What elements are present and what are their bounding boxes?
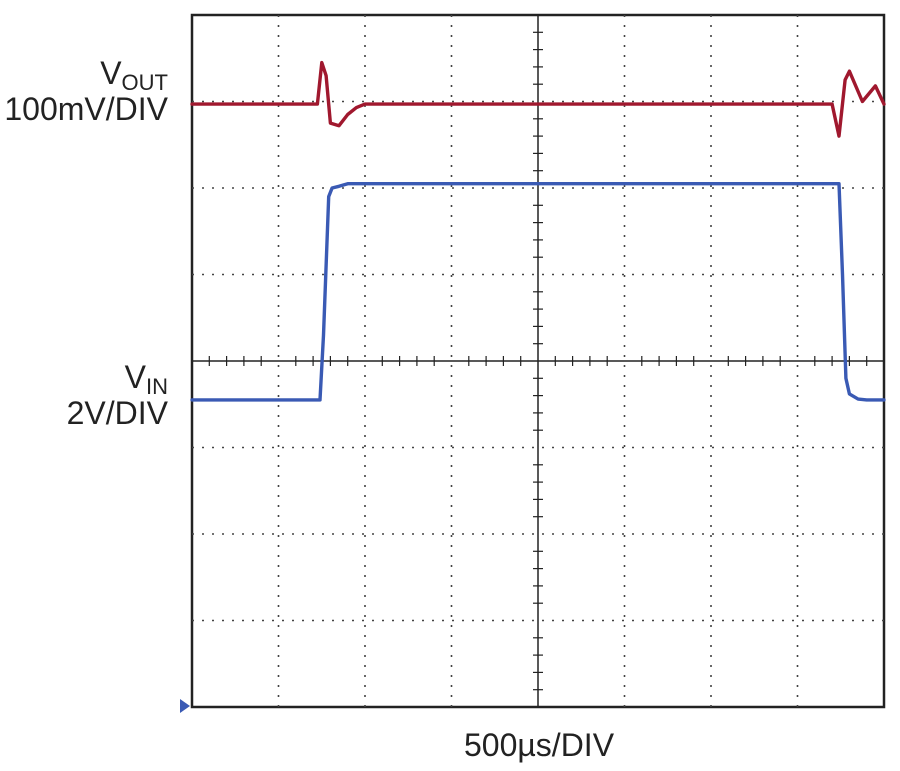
traces <box>190 60 886 402</box>
vout-label-sub: OUT <box>121 70 168 95</box>
vin-label: VIN <box>125 360 168 404</box>
vout-trace <box>190 60 886 138</box>
vout-label: VOUT <box>100 56 168 100</box>
vin-scale: 2V/DIV <box>66 395 168 431</box>
ground-marker-icon <box>180 699 190 713</box>
center-axes <box>192 15 884 707</box>
vout-label-main: V <box>100 55 122 91</box>
vin-trace <box>190 182 886 402</box>
vout-scale: 100mV/DIV <box>4 91 168 127</box>
vin-label-main: V <box>124 359 146 395</box>
x-axis-label: 500µs/DIV <box>463 727 615 763</box>
vin-label-sub: IN <box>146 374 168 399</box>
